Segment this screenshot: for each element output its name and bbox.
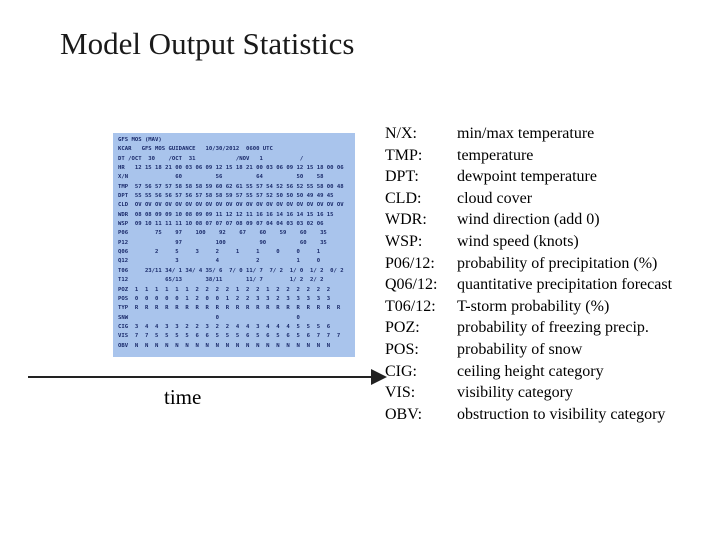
legend-description: wind direction (add 0): [457, 211, 600, 229]
legend-code: POZ:: [385, 319, 420, 337]
legend-description: obstruction to visibility category: [457, 405, 666, 423]
mos-line: VIS 7 7 5 5 5 5 6 6 5 5 5 6 5 6 5 6 5 6 …: [118, 333, 341, 340]
legend-description: temperature: [457, 146, 534, 164]
legend-code: TMP:: [385, 146, 423, 164]
mos-line: T06 23/11 34/ 1 34/ 4 35/ 6 7/ 0 11/ 7 7…: [118, 267, 344, 274]
mos-line: POS 0 0 0 0 0 1 2 0 0 1 2 2 3 3 2 3 3 3 …: [118, 295, 331, 302]
mos-line: TYP R R R R R R R R R R R R R R R R R R …: [118, 305, 341, 312]
mos-line: DT /OCT 30 /OCT 31 /NOV 1 /: [118, 155, 304, 162]
mos-text: GFS MOS (MAV) KCAR GFS MOS GUIDANCE 10/30…: [118, 136, 355, 351]
mos-line: GFS MOS (MAV): [118, 137, 162, 143]
legend-code: VIS:: [385, 384, 416, 402]
legend-code: N/X:: [385, 125, 417, 142]
slide-title: Model Output Statistics: [60, 26, 355, 61]
legend-code: WDR:: [385, 211, 427, 229]
legend-description: probability of snow: [457, 341, 583, 358]
mos-line: OBV N N N N N N N N N N N N N N N N N N …: [118, 342, 331, 349]
mos-line: Q06 2 5 3 2 1 1 0 0 1: [118, 249, 321, 256]
mos-line: POZ 1 1 1 1 1 1 2 2 2 2 1 2 2 1 2 2 2 2 …: [118, 286, 331, 293]
legend-code: CIG:: [385, 362, 417, 380]
mos-line: CIG 3 4 4 3 3 2 2 3 2 2 4 4 3 4 4 4 5 5 …: [118, 323, 331, 330]
legend-description: probability of freezing precip.: [457, 319, 649, 337]
mos-table-image: GFS MOS (MAV) KCAR GFS MOS GUIDANCE 10/30…: [113, 133, 355, 357]
legend-code: WSP:: [385, 233, 423, 250]
legend-description: cloud cover: [457, 189, 533, 207]
legend-description: ceiling height category: [457, 362, 604, 380]
legend-code: Q06/12:: [385, 276, 438, 294]
mos-line: P12 97 100 90 60 35: [118, 239, 327, 246]
legend-description: T-storm probability (%): [457, 297, 610, 315]
mos-line: WDR 08 08 09 09 10 08 09 09 11 12 12 11 …: [118, 211, 334, 218]
legend-code: POS:: [385, 341, 419, 358]
mos-line: TMP 57 56 57 57 58 58 58 59 60 62 61 55 …: [118, 183, 344, 190]
legend-code: T06/12:: [385, 297, 436, 315]
mos-line: T12 65/13 38/11 11/ 7 1/ 2 2/ 2: [118, 277, 324, 284]
legend-description: wind speed (knots): [457, 233, 579, 250]
legend-code: P06/12:: [385, 254, 435, 272]
legend-code: OBV:: [385, 405, 423, 423]
mos-line: SNW 0 0: [118, 314, 300, 321]
mos-line: Q12 3 4 2 1 0: [118, 258, 321, 265]
legend-description: visibility category: [457, 384, 573, 402]
time-label: time: [164, 385, 202, 409]
mos-line: P06 75 97 100 92 67 60 59 60 35: [118, 230, 327, 237]
legend-description: probability of precipitation (%): [457, 254, 658, 272]
legend-description: quantitative precipitation forecast: [457, 276, 673, 294]
legend-code: DPT:: [385, 168, 419, 186]
mos-line: WSP 09 10 11 11 11 10 08 07 07 07 08 09 …: [118, 221, 324, 228]
legend-description: dewpoint temperature: [457, 168, 597, 186]
mos-line: CLD OV OV OV OV OV OV OV OV OV OV OV OV …: [118, 202, 344, 209]
legend-description: min/max temperature: [457, 125, 595, 142]
mos-line: HR 12 15 18 21 00 03 06 09 12 15 18 21 0…: [118, 165, 344, 172]
mos-line: DPT 55 55 56 56 57 56 57 58 58 59 57 55 …: [118, 193, 334, 200]
mos-line: X/N 60 56 64 50 58: [118, 174, 324, 181]
mos-line: KCAR GFS MOS GUIDANCE 10/30/2012 0600 UT…: [118, 146, 273, 153]
legend-code: CLD:: [385, 189, 422, 207]
